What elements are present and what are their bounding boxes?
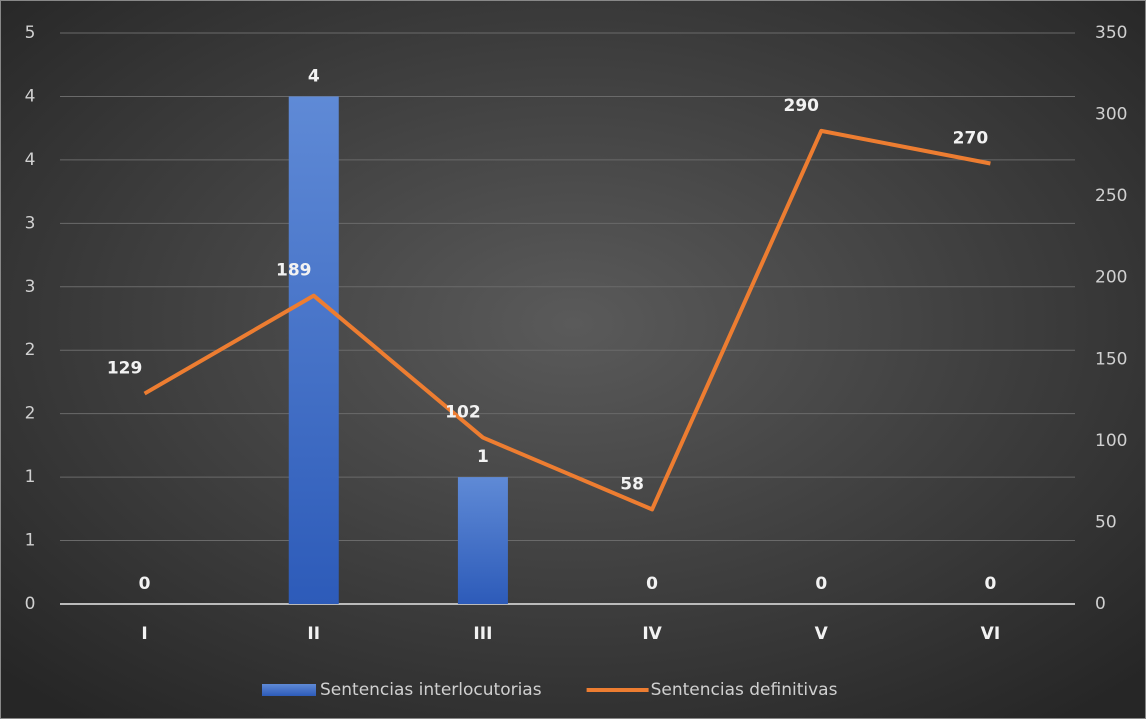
- x-tick-label: VI: [981, 624, 1000, 644]
- data-label: 129: [107, 359, 143, 379]
- y-tick-label: 5: [25, 23, 36, 43]
- legend-label: Sentencias interlocutorias: [320, 680, 542, 700]
- y2-tick-label: 150: [1095, 349, 1127, 369]
- x-tick-label: V: [815, 624, 829, 644]
- y2-tick-label: 350: [1095, 23, 1127, 43]
- bar: [457, 477, 508, 604]
- y-tick-label: 3: [25, 213, 36, 233]
- x-tick-label: I: [141, 624, 147, 644]
- data-label: 58: [620, 474, 644, 494]
- line: [143, 128, 991, 512]
- x-tick-label: III: [473, 624, 492, 644]
- y-tick-label: 1: [25, 467, 36, 487]
- y-tick-label: 1: [25, 531, 36, 551]
- data-label: 290: [784, 96, 820, 116]
- data-label: 1: [477, 447, 489, 467]
- data-label: 0: [139, 574, 151, 594]
- y2-tick-label: 300: [1095, 105, 1127, 125]
- x-tick-label: II: [307, 624, 320, 644]
- y2-tick-label: 100: [1095, 431, 1127, 451]
- y2-tick-label: 200: [1095, 268, 1127, 288]
- y-tick-label: 4: [25, 86, 36, 106]
- x-tick-label: IV: [642, 624, 662, 644]
- legend-label: Sentencias definitivas: [651, 680, 838, 700]
- y-tick-label: 4: [25, 150, 36, 170]
- y-tick-label: 0: [25, 594, 36, 614]
- data-label: 270: [953, 129, 989, 149]
- y2-tick-label: 250: [1095, 186, 1127, 206]
- data-label: 189: [276, 261, 312, 281]
- data-label: 4: [308, 66, 320, 86]
- y-tick-label: 2: [25, 404, 36, 424]
- data-label: 0: [646, 574, 658, 594]
- data-label: 0: [984, 574, 996, 594]
- y2-tick-label: 0: [1095, 594, 1106, 614]
- legend-swatch: [262, 684, 316, 696]
- data-label: 102: [445, 403, 481, 423]
- y2-tick-label: 50: [1095, 512, 1117, 532]
- y-tick-label: 2: [25, 340, 36, 360]
- data-label: 0: [815, 574, 827, 594]
- bar: [288, 96, 339, 604]
- y-tick-label: 3: [25, 277, 36, 297]
